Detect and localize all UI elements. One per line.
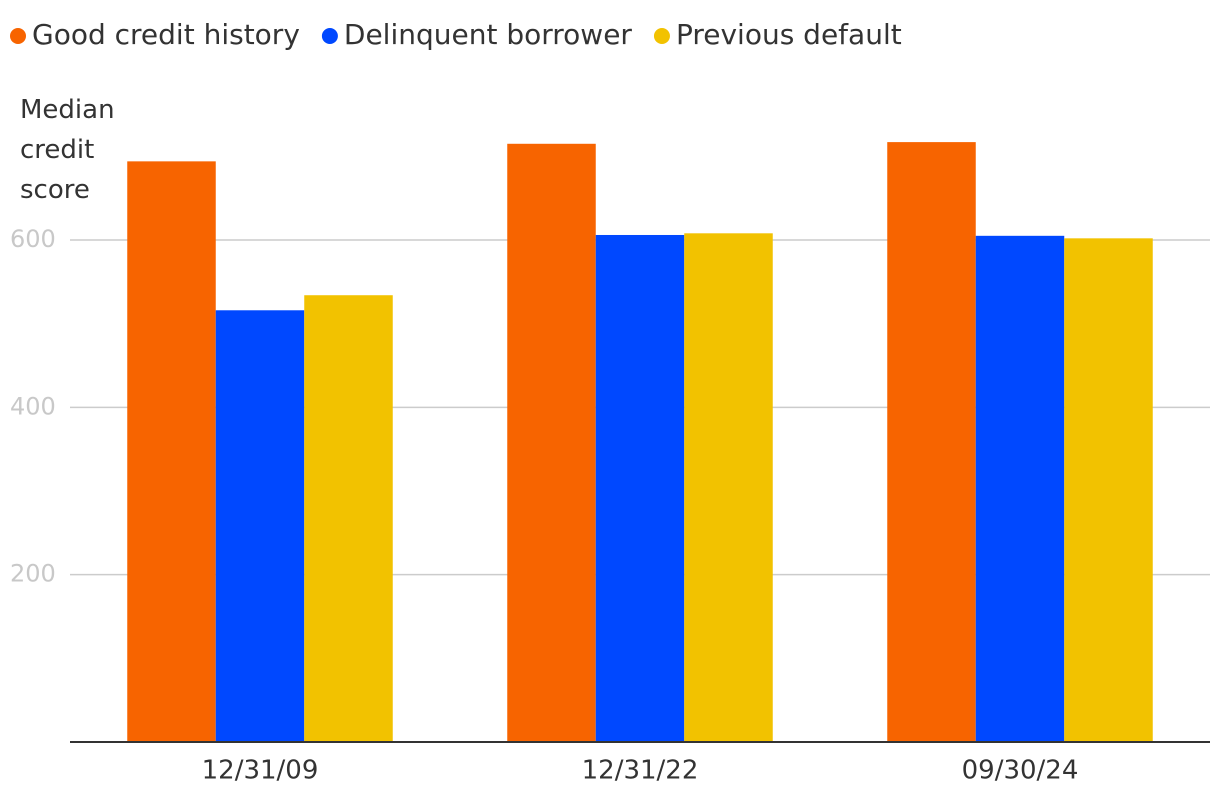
y-tick-label: 400	[10, 392, 56, 420]
legend-label: Good credit history	[32, 18, 300, 51]
legend-label: Previous default	[676, 18, 902, 51]
legend-marker	[321, 28, 338, 44]
bar	[215, 310, 305, 742]
y-tick-label: 200	[10, 560, 56, 588]
bar	[595, 234, 685, 743]
x-tick-label: 09/30/24	[962, 756, 1079, 786]
legend-label: Delinquent borrower	[344, 18, 633, 51]
y-tick-label: 600	[10, 225, 56, 253]
legend-marker	[10, 28, 26, 44]
x-tick-label: 12/31/22	[582, 756, 699, 786]
legend-marker	[653, 28, 670, 44]
bar	[887, 142, 976, 743]
bar	[1064, 238, 1153, 742]
x-tick-label: 12/31/09	[202, 756, 319, 786]
bar	[684, 233, 773, 742]
bar	[304, 295, 393, 742]
y-axis-title: Median credit score	[20, 95, 115, 205]
bar	[975, 235, 1065, 743]
bar	[507, 143, 596, 743]
bar	[127, 161, 216, 742]
